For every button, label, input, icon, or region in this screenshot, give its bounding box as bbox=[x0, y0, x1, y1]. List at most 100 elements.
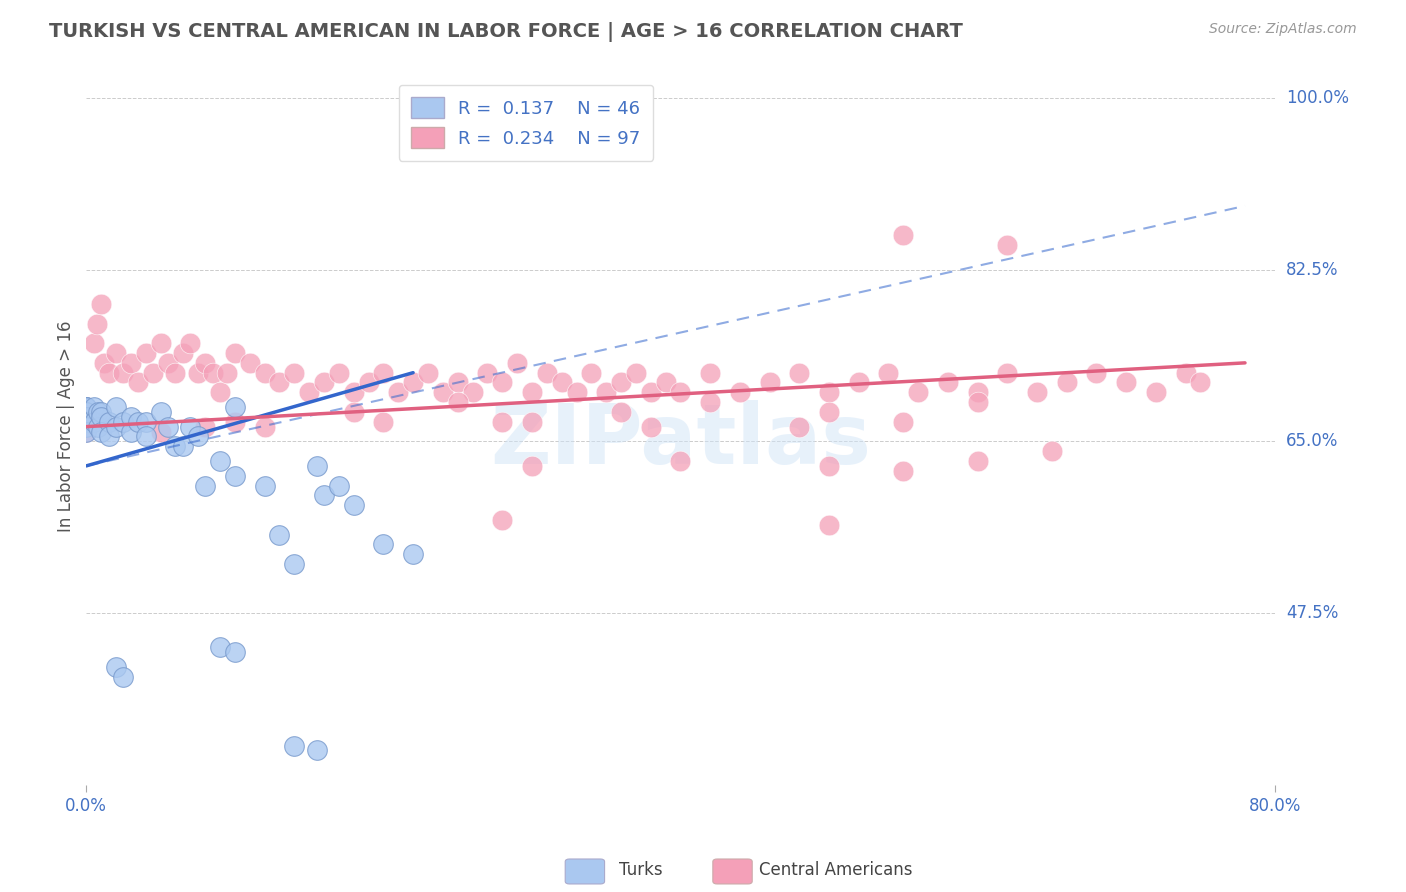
Point bbox=[402, 547, 425, 561]
Point bbox=[305, 743, 328, 757]
Point bbox=[75, 419, 97, 434]
Point bbox=[253, 419, 276, 434]
Point bbox=[135, 429, 157, 443]
Point bbox=[90, 297, 112, 311]
Point bbox=[127, 415, 149, 429]
Point bbox=[239, 356, 262, 370]
Point bbox=[75, 405, 97, 419]
Point bbox=[373, 537, 395, 551]
Text: 65.0%: 65.0% bbox=[1286, 433, 1339, 450]
Point bbox=[165, 366, 187, 380]
Point bbox=[194, 356, 217, 370]
Point bbox=[966, 395, 988, 409]
Point bbox=[75, 409, 97, 424]
Point bbox=[217, 366, 239, 380]
Point bbox=[90, 409, 112, 424]
Point bbox=[142, 366, 165, 380]
Point bbox=[187, 429, 209, 443]
Point bbox=[194, 419, 217, 434]
Point bbox=[1040, 444, 1063, 458]
Point bbox=[520, 385, 543, 400]
Point bbox=[283, 739, 305, 753]
Point bbox=[75, 400, 97, 414]
Text: Source: ZipAtlas.com: Source: ZipAtlas.com bbox=[1209, 22, 1357, 37]
Point bbox=[112, 366, 135, 380]
Point bbox=[966, 454, 988, 468]
Point bbox=[75, 415, 97, 429]
Point bbox=[97, 366, 120, 380]
Point bbox=[156, 356, 179, 370]
Point bbox=[491, 513, 513, 527]
Point bbox=[120, 356, 142, 370]
Text: Central Americans: Central Americans bbox=[759, 861, 912, 879]
Point bbox=[610, 376, 633, 390]
Point bbox=[758, 376, 780, 390]
Point bbox=[818, 405, 841, 419]
Point bbox=[891, 228, 914, 243]
Point bbox=[112, 670, 135, 684]
Point bbox=[224, 346, 246, 360]
Point bbox=[201, 366, 224, 380]
Point bbox=[328, 366, 350, 380]
Point bbox=[105, 419, 128, 434]
Legend: R =  0.137    N = 46, R =  0.234    N = 97: R = 0.137 N = 46, R = 0.234 N = 97 bbox=[399, 85, 654, 161]
Point bbox=[224, 415, 246, 429]
Point bbox=[165, 439, 187, 453]
Point bbox=[818, 458, 841, 473]
Point bbox=[172, 439, 194, 453]
Point bbox=[120, 425, 142, 439]
Point bbox=[90, 405, 112, 419]
Point bbox=[447, 395, 470, 409]
Point bbox=[87, 405, 110, 419]
Point bbox=[224, 400, 246, 414]
Point bbox=[343, 498, 366, 512]
Point bbox=[669, 454, 692, 468]
Point bbox=[1115, 376, 1137, 390]
Text: 100.0%: 100.0% bbox=[1286, 89, 1348, 107]
Point bbox=[477, 366, 499, 380]
Point bbox=[208, 385, 231, 400]
Point bbox=[506, 356, 529, 370]
Point bbox=[550, 376, 572, 390]
Point bbox=[253, 366, 276, 380]
Point bbox=[298, 385, 321, 400]
Point bbox=[179, 336, 201, 351]
Point bbox=[149, 425, 172, 439]
Point bbox=[253, 478, 276, 492]
Point bbox=[179, 419, 201, 434]
Text: ZIPatlas: ZIPatlas bbox=[491, 401, 870, 482]
Point bbox=[699, 366, 721, 380]
Point bbox=[105, 346, 128, 360]
Point bbox=[149, 336, 172, 351]
Point bbox=[269, 376, 291, 390]
Point bbox=[891, 415, 914, 429]
Point bbox=[520, 458, 543, 473]
Point bbox=[373, 415, 395, 429]
Point bbox=[172, 346, 194, 360]
Point bbox=[83, 336, 105, 351]
Point bbox=[312, 376, 335, 390]
Point bbox=[1056, 376, 1078, 390]
Point bbox=[224, 645, 246, 659]
Point bbox=[343, 405, 366, 419]
Point bbox=[461, 385, 484, 400]
Point bbox=[1026, 385, 1049, 400]
Point bbox=[224, 468, 246, 483]
Point bbox=[112, 415, 135, 429]
Point bbox=[105, 660, 128, 674]
Point bbox=[269, 527, 291, 541]
Point bbox=[1085, 366, 1108, 380]
Point bbox=[312, 488, 335, 502]
Point bbox=[536, 366, 558, 380]
Point bbox=[789, 419, 811, 434]
Point bbox=[907, 385, 929, 400]
Point bbox=[491, 376, 513, 390]
Point bbox=[97, 415, 120, 429]
Point bbox=[86, 317, 108, 331]
Point bbox=[120, 409, 142, 424]
Point bbox=[328, 478, 350, 492]
Point bbox=[848, 376, 870, 390]
Point bbox=[640, 385, 662, 400]
Point bbox=[595, 385, 617, 400]
Point bbox=[305, 458, 328, 473]
